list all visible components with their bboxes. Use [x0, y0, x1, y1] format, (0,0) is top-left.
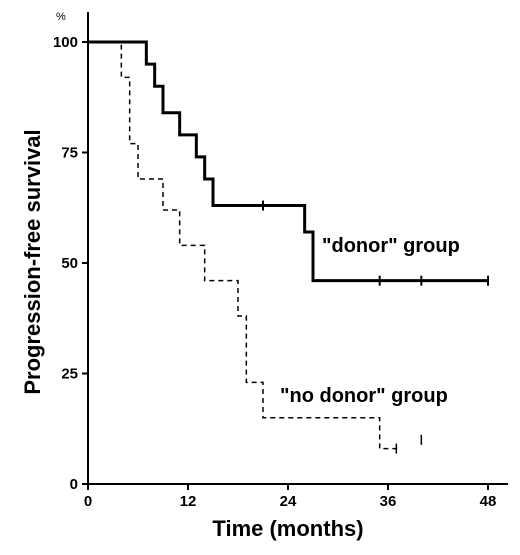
axes: [87, 12, 508, 485]
series-label-no-donor: "no donor" group: [280, 385, 448, 407]
y-unit-label: %: [56, 11, 66, 23]
x-tick-label: 12: [180, 493, 197, 510]
y-axis-title: Progression-free survival: [20, 129, 45, 394]
x-tick-label: 0: [84, 493, 92, 510]
x-tick-label: 48: [480, 493, 497, 510]
y-tick-label: 25: [61, 366, 78, 383]
y-ticks: 0 25 50 75 100: [53, 34, 88, 493]
series-label-donor: "donor" group: [322, 235, 460, 257]
survival-curve-no-donor: [88, 41, 397, 450]
y-tick-label: 100: [53, 34, 78, 51]
x-tick-label: 36: [380, 493, 397, 510]
series-layer: [88, 40, 489, 454]
survival-curve-donor: [88, 40, 488, 283]
x-tick-label: 24: [280, 493, 297, 510]
y-tick-label: 50: [61, 255, 78, 272]
x-ticks: 0 12 24 36 48: [84, 484, 497, 510]
y-tick-label: 75: [61, 145, 78, 162]
y-tick-label: 0: [70, 476, 78, 493]
x-axis-title: Time (months): [212, 516, 363, 541]
